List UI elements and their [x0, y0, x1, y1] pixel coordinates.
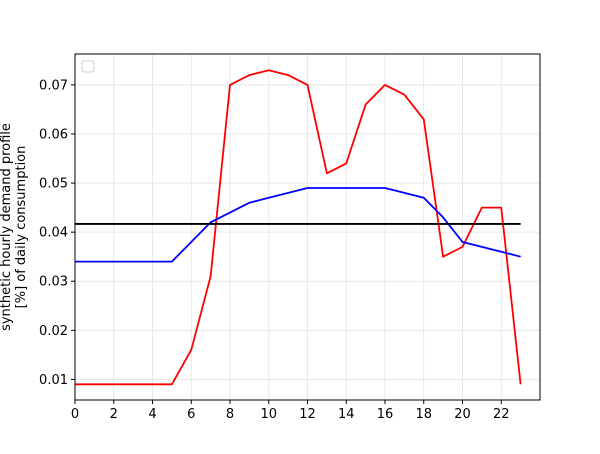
x-tick-label: 4 [148, 407, 156, 422]
y-axis-label-line: [%] of daily consumption [14, 146, 29, 309]
y-tick-label: 0.01 [39, 373, 68, 388]
x-tick-label: 18 [415, 407, 432, 422]
y-tick-label: 0.02 [39, 324, 68, 339]
x-tick-label: 0 [71, 407, 79, 422]
grid-lines [74, 54, 540, 400]
legend-box [81, 60, 95, 73]
y-tick-label: 0.03 [39, 275, 68, 290]
y-tick-label: 0.07 [39, 78, 68, 93]
y-axis-ticks: 0.01 0.02 0.03 0.04 0.05 0.06 0.07 [39, 78, 75, 388]
series-line-0 [75, 69, 522, 386]
x-tick-label: 16 [377, 407, 394, 422]
x-tick-label: 20 [454, 407, 471, 422]
x-tick-label: 6 [187, 407, 195, 422]
legend [81, 60, 95, 73]
x-tick-label: 2 [110, 407, 118, 422]
y-tick-label: 0.05 [39, 177, 68, 192]
x-tick-label: 12 [299, 407, 316, 422]
x-axis-ticks: 0 2 4 6 8 10 12 14 16 18 20 22 [71, 400, 510, 422]
y-tick-label: 0.04 [39, 226, 68, 241]
x-tick-label: 14 [338, 407, 355, 422]
x-tick-label: 8 [226, 407, 234, 422]
y-axis-label-line: synthetic hourly demand profile [0, 123, 14, 331]
series-lines [75, 69, 522, 386]
y-tick-label: 0.06 [39, 127, 68, 142]
x-tick-label: 10 [260, 407, 277, 422]
series-line-1 [75, 187, 521, 263]
y-axis-label: synthetic hourly demand profile [%] of da… [0, 123, 29, 331]
x-tick-label: 22 [493, 407, 510, 422]
